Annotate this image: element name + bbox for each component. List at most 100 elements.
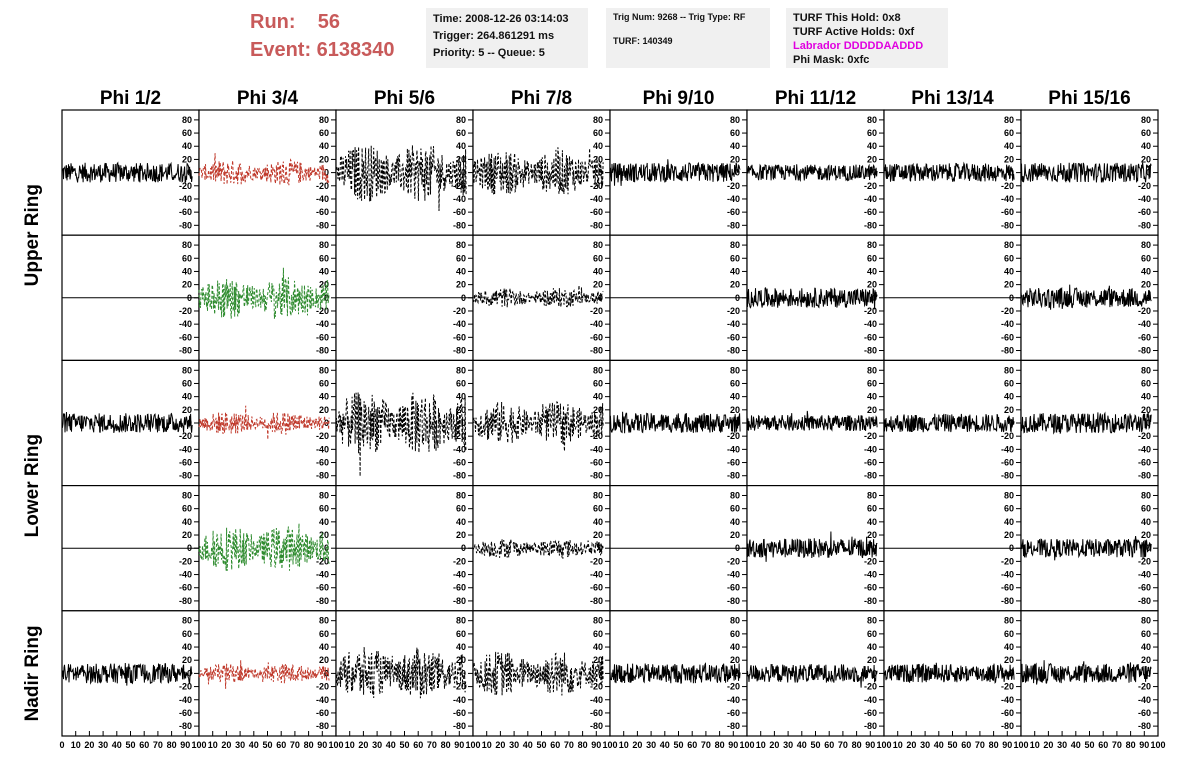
y-tick-label: 20 — [1004, 405, 1014, 415]
y-tick-label: 40 — [867, 266, 877, 276]
y-tick-label: 40 — [1004, 642, 1014, 652]
phi-mask-text: Phi Mask: 0xfc — [793, 54, 870, 66]
y-tick-label: -40 — [316, 570, 329, 580]
x-tick-label: 10 — [208, 740, 218, 750]
x-tick-label: 40 — [1071, 740, 1081, 750]
waveform-trace — [609, 411, 741, 434]
y-tick-label: 0 — [598, 543, 603, 553]
y-tick-label: 40 — [730, 392, 740, 402]
y-tick-label: -60 — [590, 708, 603, 718]
y-tick-label: -40 — [1138, 194, 1151, 204]
waveform-trace — [1020, 162, 1152, 183]
y-tick-label: -80 — [864, 346, 877, 356]
y-tick-label: -20 — [179, 556, 192, 566]
y-tick-label: -80 — [453, 471, 466, 481]
y-tick-label: -60 — [453, 458, 466, 468]
y-tick-label: -60 — [864, 708, 877, 718]
y-tick-label: 20 — [593, 405, 603, 415]
y-tick-label: -60 — [316, 458, 329, 468]
y-tick-label: 20 — [867, 530, 877, 540]
y-tick-label: -60 — [727, 583, 740, 593]
y-tick-label: -60 — [864, 458, 877, 468]
y-tick-label: -80 — [316, 471, 329, 481]
x-tick-label: 100 — [328, 740, 343, 750]
y-tick-label: 80 — [730, 616, 740, 626]
x-tick-label: 70 — [701, 740, 711, 750]
y-tick-label: -60 — [1001, 207, 1014, 217]
x-tick-label: 100 — [876, 740, 891, 750]
y-tick-label: -60 — [316, 708, 329, 718]
y-tick-label: -40 — [179, 570, 192, 580]
y-tick-label: 40 — [1004, 392, 1014, 402]
x-tick-label: 30 — [646, 740, 656, 750]
y-tick-label: 40 — [1141, 141, 1151, 151]
x-tick-label: 80 — [715, 740, 725, 750]
y-tick-label: 20 — [867, 405, 877, 415]
y-tick-label: -60 — [727, 708, 740, 718]
y-tick-label: 80 — [319, 240, 329, 250]
y-tick-label: 40 — [593, 392, 603, 402]
y-tick-label: -80 — [727, 471, 740, 481]
y-tick-label: 40 — [319, 266, 329, 276]
y-tick-label: -20 — [1001, 306, 1014, 316]
y-tick-label: 60 — [456, 253, 466, 263]
y-tick-label: -20 — [179, 682, 192, 692]
x-tick-label: 50 — [536, 740, 546, 750]
y-tick-label: 40 — [456, 642, 466, 652]
y-tick-label: 40 — [1141, 517, 1151, 527]
waveform-trace — [198, 267, 330, 319]
y-tick-label: -80 — [316, 721, 329, 731]
y-tick-label: 40 — [456, 517, 466, 527]
waveform-trace — [335, 145, 467, 212]
y-tick-label: 60 — [1141, 253, 1151, 263]
y-tick-label: 20 — [1141, 405, 1151, 415]
y-tick-label: 40 — [867, 642, 877, 652]
y-tick-label: -20 — [727, 181, 740, 191]
y-tick-label: -80 — [864, 596, 877, 606]
waveform-trace — [746, 163, 878, 183]
x-tick-label: 80 — [852, 740, 862, 750]
x-tick-label: 10 — [345, 740, 355, 750]
x-tick-label: 10 — [893, 740, 903, 750]
y-tick-label: 80 — [593, 115, 603, 125]
y-tick-label: -80 — [179, 596, 192, 606]
y-tick-label: -20 — [1138, 306, 1151, 316]
x-tick-label: 20 — [906, 740, 916, 750]
y-tick-label: -80 — [179, 471, 192, 481]
y-tick-label: 0 — [187, 668, 192, 678]
y-tick-label: 60 — [319, 504, 329, 514]
y-tick-label: 80 — [1004, 490, 1014, 500]
y-tick-label: -80 — [1001, 596, 1014, 606]
y-tick-label: -40 — [727, 319, 740, 329]
row-title: Nadir Ring — [22, 625, 43, 721]
x-tick-label: 60 — [1098, 740, 1108, 750]
column-title: Phi 9/10 — [643, 88, 715, 109]
y-tick-label: -40 — [453, 444, 466, 454]
y-tick-label: 80 — [182, 365, 192, 375]
waveform-trace — [746, 287, 878, 310]
y-tick-label: 20 — [1004, 530, 1014, 540]
y-tick-label: -40 — [453, 695, 466, 705]
y-tick-label: 20 — [1141, 280, 1151, 290]
y-tick-label: 20 — [1004, 655, 1014, 665]
waveform-trace — [1020, 411, 1152, 435]
waveform-trace — [1020, 660, 1152, 685]
y-tick-label: 20 — [1141, 530, 1151, 540]
y-tick-label: 40 — [182, 141, 192, 151]
y-tick-label: 40 — [182, 642, 192, 652]
y-tick-label: -60 — [453, 207, 466, 217]
y-tick-label: 80 — [867, 240, 877, 250]
y-tick-label: -80 — [453, 596, 466, 606]
y-tick-label: -60 — [316, 583, 329, 593]
y-tick-label: -20 — [727, 306, 740, 316]
y-tick-label: -40 — [316, 695, 329, 705]
y-tick-label: -60 — [179, 332, 192, 342]
y-tick-label: 40 — [182, 517, 192, 527]
y-tick-label: -80 — [864, 220, 877, 230]
x-tick-label: 30 — [98, 740, 108, 750]
y-tick-label: 60 — [319, 253, 329, 263]
y-tick-label: -80 — [590, 596, 603, 606]
y-tick-label: -20 — [864, 556, 877, 566]
y-tick-label: 60 — [730, 378, 740, 388]
waveform-trace — [198, 523, 330, 572]
